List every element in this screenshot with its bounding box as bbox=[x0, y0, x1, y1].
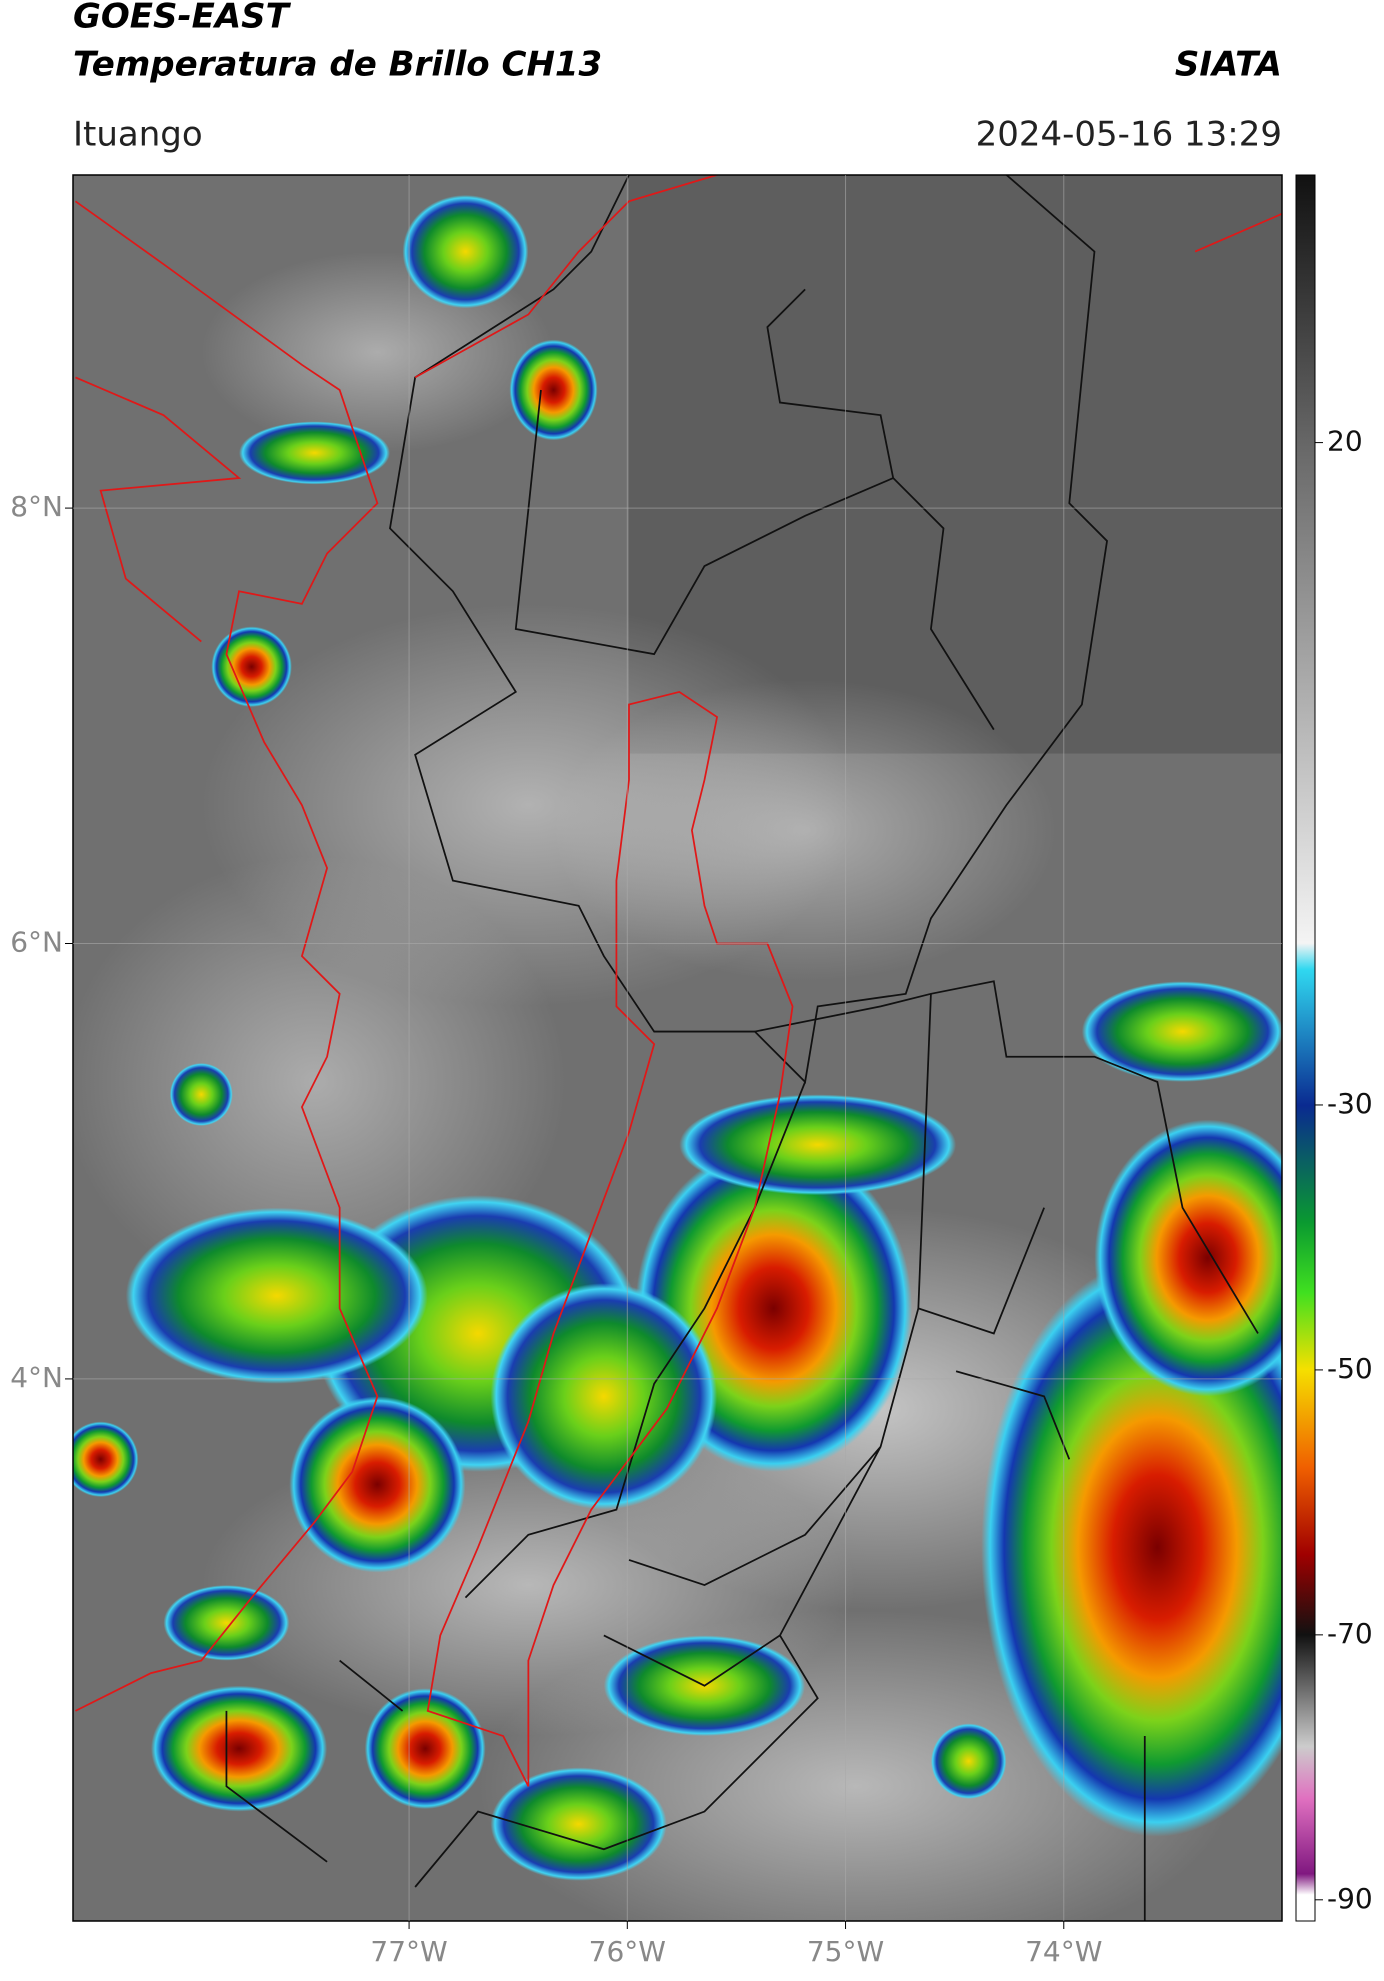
map-frame bbox=[72, 174, 1283, 1922]
x-tick-label: 77°W bbox=[370, 1935, 447, 1968]
x-tick-label: 76°W bbox=[589, 1935, 666, 1968]
colorbar-tick-label: -30 bbox=[1327, 1087, 1373, 1120]
subtitle: Temperatura de Brillo CH13 bbox=[73, 45, 602, 85]
colorbar-tick-label: -90 bbox=[1327, 1882, 1373, 1915]
colorbar-tick-label: -50 bbox=[1327, 1352, 1373, 1385]
source: SIATA bbox=[1175, 45, 1282, 85]
x-tick-label: 75°W bbox=[807, 1935, 884, 1968]
title: GOES-EAST bbox=[73, 0, 292, 37]
satellite-image bbox=[73, 175, 1282, 1921]
datetime: 2024-05-16 13:29 bbox=[976, 115, 1282, 155]
y-tick-label: 4°N bbox=[10, 1361, 63, 1394]
colorbar-tick-label: 20 bbox=[1327, 425, 1363, 458]
colorbar bbox=[1295, 174, 1316, 1922]
colorbar-tick-label: -70 bbox=[1327, 1617, 1373, 1650]
y-tick-label: 8°N bbox=[10, 490, 63, 523]
y-tick-label: 6°N bbox=[10, 926, 63, 959]
x-tick-label: 74°W bbox=[1025, 1935, 1102, 1968]
location: Ituango bbox=[73, 115, 203, 155]
